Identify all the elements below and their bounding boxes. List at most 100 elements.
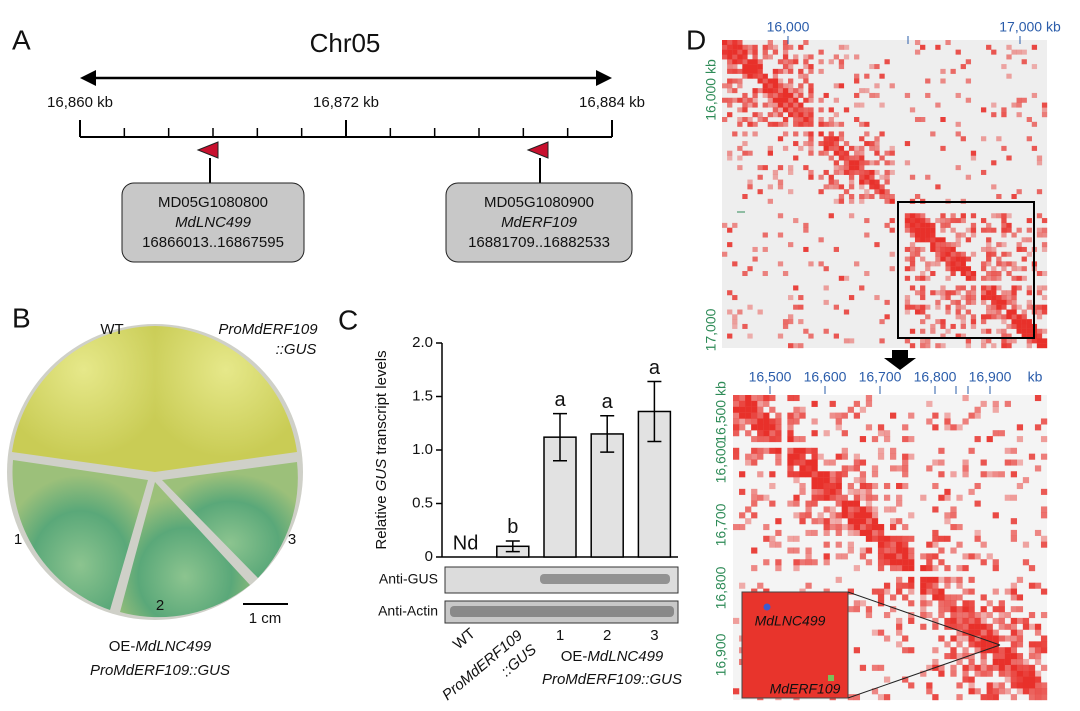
heat-cell (1040, 635, 1048, 642)
heat-cell (752, 131, 758, 137)
heat-cell (737, 68, 743, 74)
heat-cell (956, 635, 963, 642)
heat-cell (938, 494, 945, 501)
zoom-box (897, 201, 1035, 339)
heat-cell (727, 333, 733, 339)
heat-cell (1011, 299, 1017, 305)
heat-cell (991, 102, 997, 108)
heat-cell (835, 453, 842, 460)
heat-cell (865, 400, 873, 407)
heat-cell (782, 92, 789, 98)
heat-cell (808, 97, 814, 103)
heat-cell (1004, 635, 1011, 642)
heat-cell (1011, 232, 1017, 238)
heat-cell (991, 227, 997, 233)
heat-cell (1016, 314, 1022, 320)
heat-cell (992, 565, 999, 572)
heat-cell (980, 328, 987, 334)
gene-arrow (526, 141, 549, 159)
heat-cell (965, 290, 972, 296)
heat-cell (992, 641, 999, 648)
heat-cell (828, 107, 834, 113)
heat-cell (980, 617, 987, 624)
inset-label: MdERF109 (770, 681, 841, 697)
heat-cell (751, 453, 758, 460)
heat-cell (1016, 112, 1022, 118)
heat-cell (908, 647, 915, 654)
heat-cell (940, 290, 946, 296)
heat-cell (950, 271, 956, 277)
heat-cell (914, 237, 921, 243)
heat-cell (775, 518, 782, 525)
heat-cell (909, 266, 916, 272)
heat-cell (935, 319, 941, 325)
heat-cell (1016, 97, 1022, 103)
heat-cell (962, 588, 969, 595)
heat-cell (960, 333, 966, 339)
heat-cell (742, 68, 748, 74)
heat-cell (803, 131, 809, 137)
heat-cell (865, 612, 873, 619)
heat-cell (1040, 512, 1048, 519)
heat-cell (798, 68, 804, 74)
heat-cell (777, 107, 784, 113)
heat-cell (799, 465, 806, 472)
heat-cell (848, 174, 855, 180)
heat-cell (992, 588, 999, 595)
heat-cell (1036, 290, 1043, 296)
heat-cell (904, 338, 911, 344)
heat-cell (945, 261, 951, 267)
heat-cell (871, 535, 879, 542)
heat-cell (1011, 304, 1017, 310)
heat-cell (904, 160, 911, 166)
heat-cell (853, 500, 861, 507)
heat-cell (835, 482, 842, 490)
heat-cell (793, 406, 800, 413)
heat-cell (751, 500, 758, 507)
heat-cell (908, 535, 915, 542)
heat-cell (757, 430, 764, 437)
heat-cell (874, 160, 880, 166)
heat-cell (777, 333, 784, 339)
heat-cell (920, 553, 927, 560)
heat-cell (1006, 271, 1012, 277)
heat-cell (932, 553, 939, 560)
heat-cell (854, 165, 860, 171)
heat-cell (869, 145, 875, 151)
heat-cell (970, 319, 977, 325)
heat-cell (757, 494, 764, 501)
heat-cell (752, 49, 758, 55)
heat-cell (992, 606, 999, 613)
heat-cell (788, 88, 794, 94)
heat-cell (965, 78, 972, 84)
heat-cell (974, 529, 981, 536)
heat-cell (727, 59, 733, 65)
heat-cell (945, 222, 951, 228)
heat-cell (838, 184, 845, 190)
heat-cell (1010, 653, 1018, 660)
heat-cell (925, 343, 931, 349)
heat-cell (920, 565, 927, 572)
heat-cell (805, 500, 812, 507)
heat-cell (763, 430, 770, 437)
group-label: OE-MdLNC499 (109, 638, 212, 655)
heat-cell (962, 617, 969, 624)
heat-cell (986, 436, 993, 443)
heat-cell (805, 547, 812, 554)
heat-cell (960, 64, 966, 70)
heat-cell (737, 155, 743, 161)
heat-cell (1011, 261, 1017, 267)
heat-cell (996, 285, 1002, 291)
heat-cell (968, 606, 975, 613)
heat-cell (945, 304, 951, 310)
heat-cell (1011, 314, 1017, 320)
heat-cell (1011, 323, 1017, 329)
heat-cell (920, 319, 926, 325)
heat-cell (864, 174, 870, 180)
heat-cell (914, 290, 921, 296)
heat-cell (727, 102, 733, 108)
heat-cell (782, 64, 789, 70)
heat-cell (904, 299, 911, 305)
heat-cell (757, 189, 763, 195)
heat-cell (920, 600, 927, 607)
